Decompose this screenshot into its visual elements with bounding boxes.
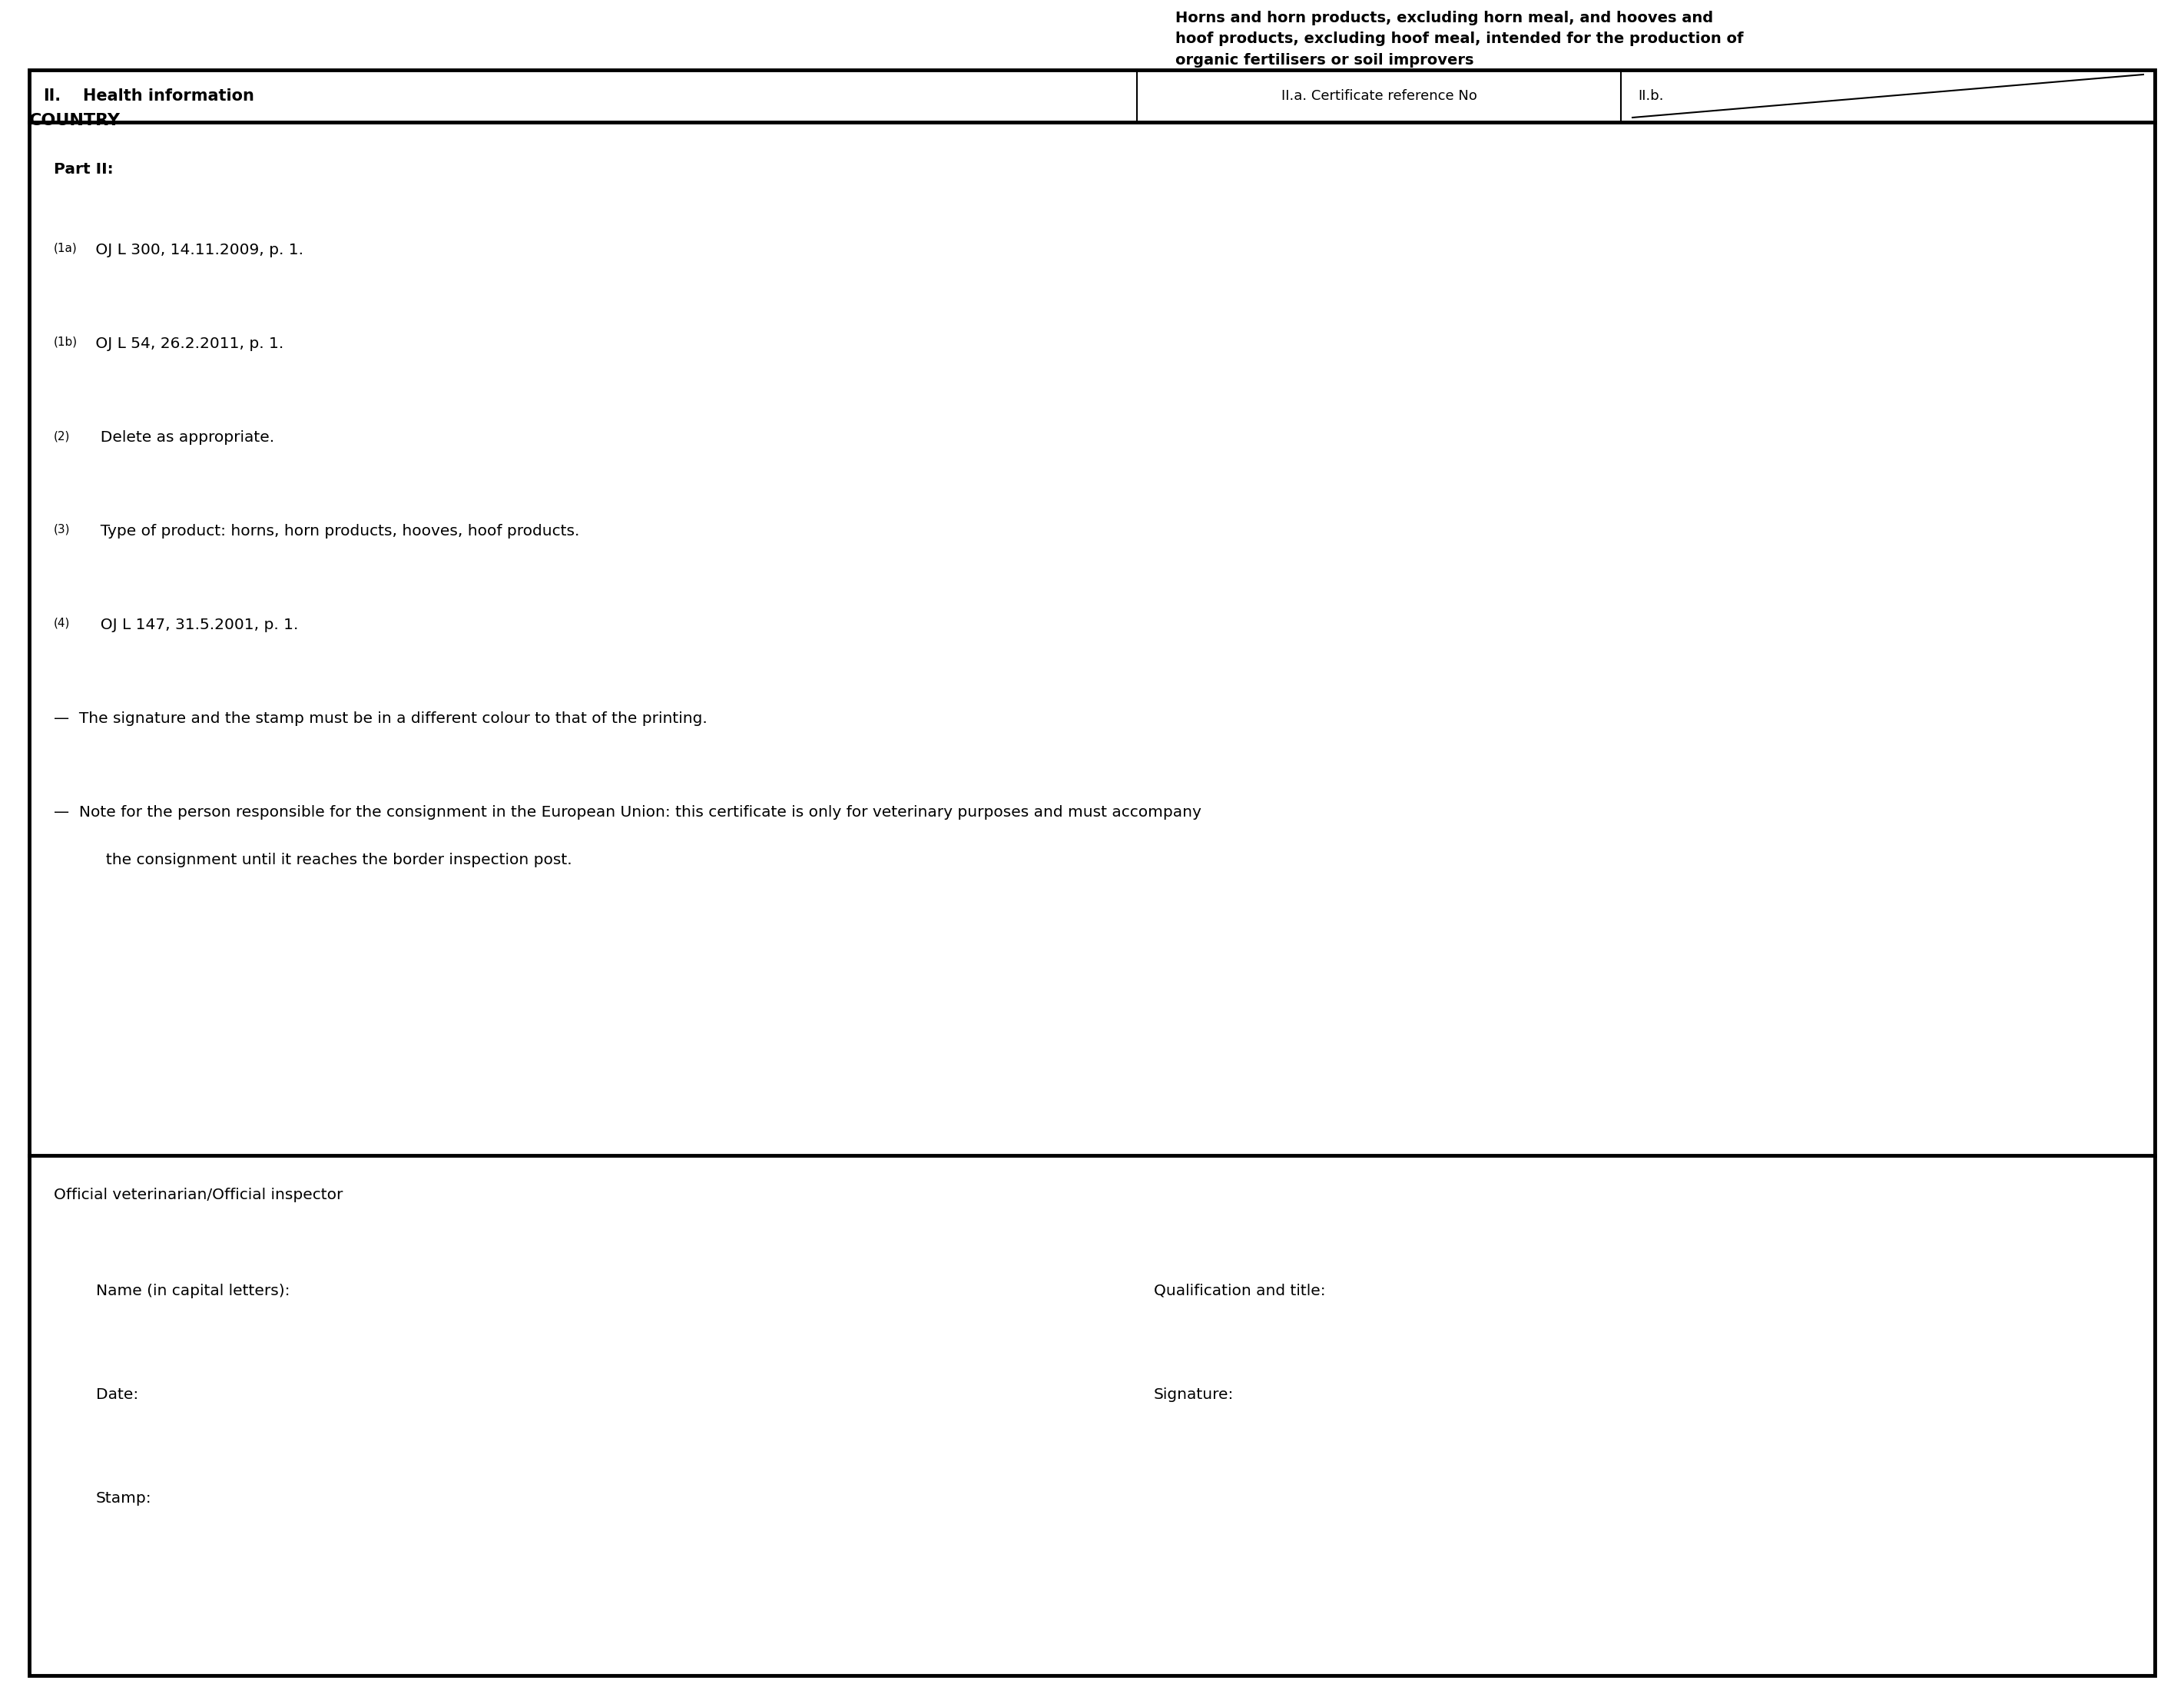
- Text: Part II:: Part II:: [55, 163, 114, 176]
- Text: —  Note for the person responsible for the consignment in the European Union: th: — Note for the person responsible for th…: [55, 804, 1201, 820]
- Text: Signature:: Signature:: [1153, 1388, 1234, 1402]
- Text: (1b): (1b): [55, 336, 79, 348]
- Text: OJ L 300, 14.11.2009, p. 1.: OJ L 300, 14.11.2009, p. 1.: [92, 243, 304, 258]
- Text: (4): (4): [55, 618, 70, 630]
- Text: (2): (2): [55, 431, 70, 441]
- Text: II.a. Certificate reference No: II.a. Certificate reference No: [1282, 90, 1476, 104]
- Text: COUNTRY: COUNTRY: [28, 114, 120, 129]
- Text: Horns and horn products, excluding horn meal, and hooves and
hoof products, excl: Horns and horn products, excluding horn …: [1175, 10, 1743, 68]
- Text: the consignment until it reaches the border inspection post.: the consignment until it reaches the bor…: [81, 852, 572, 867]
- Text: Stamp:: Stamp:: [96, 1492, 153, 1505]
- Text: OJ L 147, 31.5.2001, p. 1.: OJ L 147, 31.5.2001, p. 1.: [92, 618, 299, 633]
- Text: Name (in capital letters):: Name (in capital letters):: [96, 1283, 290, 1298]
- Text: Type of product: horns, horn products, hooves, hoof products.: Type of product: horns, horn products, h…: [92, 524, 579, 538]
- Text: Qualification and title:: Qualification and title:: [1153, 1283, 1326, 1298]
- Text: —  The signature and the stamp must be in a different colour to that of the prin: — The signature and the stamp must be in…: [55, 711, 708, 726]
- Text: OJ L 54, 26.2.2011, p. 1.: OJ L 54, 26.2.2011, p. 1.: [92, 336, 284, 351]
- Text: II.: II.: [44, 88, 61, 104]
- Text: II.b.: II.b.: [1638, 90, 1664, 104]
- Text: Official veterinarian/Official inspector: Official veterinarian/Official inspector: [55, 1188, 343, 1201]
- Text: Delete as appropriate.: Delete as appropriate.: [92, 431, 275, 445]
- Text: (3): (3): [55, 524, 70, 536]
- Text: Health information: Health information: [83, 88, 253, 104]
- Text: (1a): (1a): [55, 243, 76, 255]
- Text: Date:: Date:: [96, 1388, 138, 1402]
